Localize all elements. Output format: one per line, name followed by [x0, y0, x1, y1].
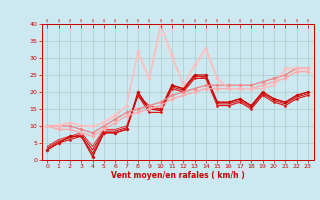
X-axis label: Vent moyen/en rafales ( km/h ): Vent moyen/en rafales ( km/h ): [111, 171, 244, 180]
